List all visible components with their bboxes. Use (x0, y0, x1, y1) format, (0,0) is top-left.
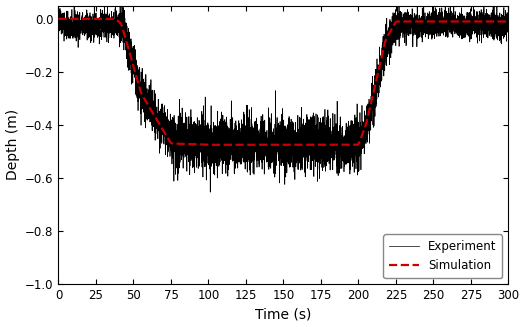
Simulation (505, 20, 511, 24)
Experiment (71, 1, 77, 5)
Line: Simulation: Simulation (58, 19, 508, 145)
Simulation (164, 136, 171, 140)
Experiment (505, 31, 511, 35)
Experiment (165, 132, 171, 136)
Legend: Experiment, Simulation: Experiment, Simulation (383, 234, 502, 278)
Experiment (502, 20, 508, 24)
Simulation (225, 143, 232, 147)
Simulation (502, 20, 508, 24)
Y-axis label: Depth (m): Depth (m) (6, 109, 19, 181)
Experiment (257, 151, 264, 155)
Experiment (225, 158, 232, 162)
Experiment (160, 132, 166, 136)
Simulation (160, 128, 166, 132)
Simulation (209, 143, 215, 147)
Experiment (162, 111, 169, 114)
Simulation (257, 143, 264, 147)
Simulation (55, 17, 61, 21)
X-axis label: Time (s): Time (s) (255, 307, 312, 321)
Experiment (207, 190, 214, 194)
Line: Experiment: Experiment (58, 3, 508, 192)
Simulation (162, 132, 169, 136)
Experiment (55, 17, 61, 21)
